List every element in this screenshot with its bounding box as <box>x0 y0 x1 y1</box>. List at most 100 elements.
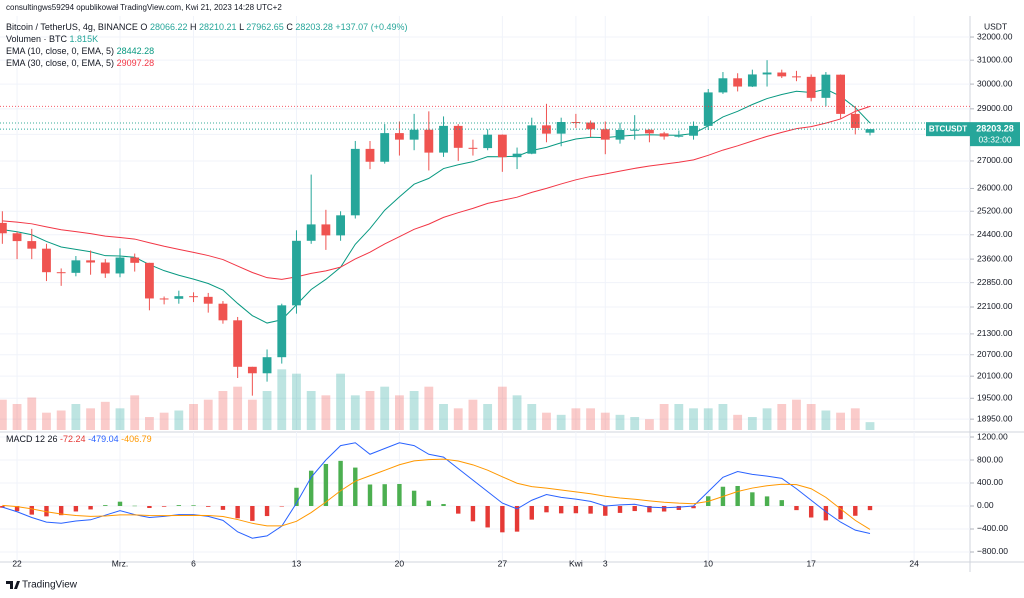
volume-bar <box>12 404 22 430</box>
macd-histogram-bar <box>235 505 240 519</box>
macd-histogram-bar <box>867 505 873 511</box>
volume-bar <box>277 369 287 430</box>
volume-bar <box>645 419 654 430</box>
y-tick-label: 29000.00 <box>977 103 1013 113</box>
candle-body <box>762 72 772 75</box>
volume-bar <box>233 386 243 430</box>
candle-body <box>159 298 169 300</box>
legend-line: Bitcoin / TetherUS, 4g, BINANCE O 28066.… <box>6 22 407 32</box>
ohlc-label: C <box>286 22 293 32</box>
candle-body <box>468 147 478 149</box>
volume-bar <box>409 391 419 430</box>
candle-body <box>42 248 51 273</box>
volume-bar <box>247 399 257 430</box>
legend: Bitcoin / TetherUS, 4g, BINANCE O 28066.… <box>6 22 407 444</box>
volume-bar <box>56 410 66 430</box>
macd-histogram-bar <box>353 467 358 506</box>
volume-bar <box>86 408 95 430</box>
macd-histogram-bar <box>691 505 696 509</box>
volume-bar <box>395 395 404 430</box>
volume-bar <box>350 395 360 430</box>
volume-bar <box>42 412 51 430</box>
volume-bar <box>130 395 140 430</box>
volume-bar <box>865 422 875 430</box>
macd-histogram-bar <box>323 463 329 506</box>
volume-bar <box>777 404 787 430</box>
price-unit: USDT <box>984 21 1007 31</box>
macd-histogram-bar <box>588 505 593 514</box>
candle-body <box>409 129 419 140</box>
macd-histogram-bar <box>382 484 387 506</box>
macd-histogram-bar <box>750 492 755 506</box>
volume-bar <box>189 404 198 430</box>
macd-histogram-bar <box>294 487 299 506</box>
macd-histogram-bar <box>426 500 432 506</box>
macd-histogram-bar <box>529 505 534 520</box>
x-tick-label: 17 <box>806 558 816 568</box>
candle-body <box>380 133 390 162</box>
ema-value: 28442.28 <box>117 46 155 56</box>
volume-bar <box>453 408 463 430</box>
macd-histogram-bar <box>117 501 123 506</box>
volume-value: 1.815K <box>70 34 99 44</box>
volume-bar <box>762 408 772 430</box>
y-tick-label: 20700.00 <box>977 349 1013 359</box>
header: consultingws59294 opublikował TradingVie… <box>6 3 282 12</box>
legend-title: Bitcoin / TetherUS, 4g, BINANCE <box>6 22 138 32</box>
x-tick-label: Kwi <box>569 558 583 568</box>
candle-body <box>512 153 522 158</box>
candle-body <box>645 129 654 134</box>
volume-bar <box>100 401 110 430</box>
macd-histogram-bar <box>485 505 490 528</box>
volume-bar <box>556 414 566 430</box>
candle-body <box>439 125 448 153</box>
candle-body <box>233 320 243 367</box>
candle-body <box>130 257 140 263</box>
y-tick-label: 23600.00 <box>977 253 1013 263</box>
macd-histogram-bar <box>456 505 461 514</box>
grid <box>0 16 970 562</box>
macd-histogram-bar <box>14 505 20 512</box>
macd-histogram-bar <box>661 505 667 512</box>
candle-body <box>586 122 595 130</box>
volume-bar <box>321 395 331 430</box>
volume-bar <box>159 412 169 430</box>
candle-body <box>115 257 125 274</box>
candle-body <box>321 224 331 236</box>
candle-body <box>571 122 581 124</box>
candle-body <box>630 129 640 131</box>
macd-histogram-bar <box>544 505 549 513</box>
legend-line: Volumen · BTC 1.815K <box>6 34 98 44</box>
volume-bar <box>262 391 272 430</box>
macd-histogram-bar <box>838 505 843 520</box>
ema-value: 29097.28 <box>117 58 155 68</box>
volume-bar <box>718 404 728 430</box>
x-tick-label: 22 <box>12 558 22 568</box>
candle-body <box>100 262 110 274</box>
volume-bar <box>27 397 37 430</box>
y-tick-label: 27000.00 <box>977 155 1013 165</box>
volume-bar <box>365 391 375 430</box>
volume-bar <box>821 410 831 430</box>
candle-body <box>277 305 287 358</box>
macd-histogram-bar <box>573 505 579 514</box>
candle-body <box>497 134 507 158</box>
macd-histogram-bar <box>29 505 34 515</box>
symbol-tag: BTCUSDT <box>929 124 967 133</box>
volume-bar <box>689 408 698 430</box>
volume-bar <box>792 399 801 430</box>
y-tick-label: 18950.00 <box>977 413 1013 423</box>
volume-bar <box>836 412 845 430</box>
macd-histogram-bar <box>470 505 476 522</box>
macd-label: MACD 12 26 <box>6 434 58 444</box>
volume-bar <box>218 391 228 430</box>
legend-line: EMA (30, close, 0, EMA, 5) 29097.28 <box>6 58 154 68</box>
volume-bar <box>424 386 434 430</box>
macd-histogram-bar <box>250 505 255 521</box>
candle-body <box>615 130 625 140</box>
macd-histogram-bar <box>338 460 343 506</box>
candle-body <box>718 78 728 93</box>
brand-logo <box>6 581 20 589</box>
